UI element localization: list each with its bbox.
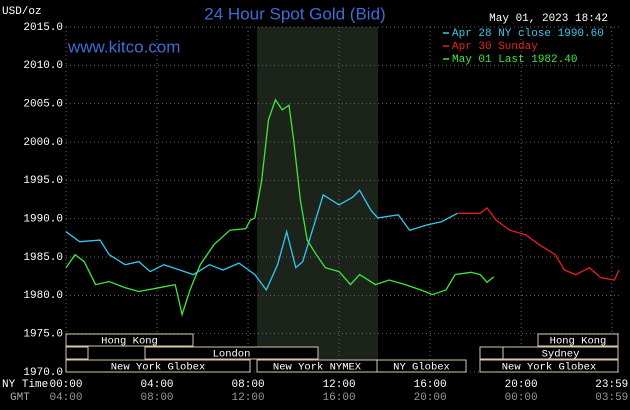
legend-label: May 01 Last 1982.40 bbox=[452, 54, 577, 66]
y-tick-label: 2005.0 bbox=[23, 99, 63, 111]
y-axis-label: USD/oz bbox=[2, 6, 42, 18]
timestamp: May 01, 2023 18:42 bbox=[489, 13, 608, 25]
y-tick-label: 2000.0 bbox=[23, 137, 63, 149]
y-tick-label: 1975.0 bbox=[23, 329, 63, 341]
series-line bbox=[457, 206, 620, 281]
site-label: www.kitco.com bbox=[67, 37, 180, 56]
session-label: Hong Kong bbox=[550, 335, 607, 347]
session-label: New York Globex bbox=[111, 361, 206, 373]
y-tick-label: 1970.0 bbox=[23, 367, 63, 379]
y-tick-label: 1995.0 bbox=[23, 175, 63, 187]
x2-tick-label: 16:00 bbox=[323, 392, 356, 404]
x-tick-label: 00:00 bbox=[49, 379, 82, 391]
session-label: New York Globex bbox=[502, 361, 597, 373]
x-axis-label: NY Time bbox=[2, 379, 48, 391]
session-box bbox=[479, 359, 619, 373]
session-box bbox=[502, 346, 619, 360]
x-tick-label: 23:59 bbox=[595, 379, 628, 391]
y-tick-label: 2010.0 bbox=[23, 60, 63, 72]
legend-label: Apr 28 NY close 1990.60 bbox=[452, 28, 604, 40]
session-box bbox=[65, 346, 89, 360]
legend-label: Apr 30 Sunday bbox=[452, 41, 538, 53]
session-box bbox=[376, 359, 467, 373]
x2-tick-label: 12:00 bbox=[232, 392, 265, 404]
x2-axis-label: GMT bbox=[10, 392, 30, 404]
session-box bbox=[144, 346, 319, 360]
session-label: London bbox=[213, 348, 251, 360]
x-tick-label: 04:00 bbox=[141, 379, 174, 391]
series-line bbox=[65, 189, 458, 292]
x2-tick-label: 00:00 bbox=[505, 392, 538, 404]
session-box bbox=[479, 346, 504, 360]
y-tick-label: 2015.0 bbox=[23, 22, 63, 34]
session-label: New York NYMEX bbox=[273, 361, 362, 373]
session-label: Sydney bbox=[542, 348, 580, 360]
chart-title: 24 Hour Spot Gold (Bid) bbox=[204, 4, 385, 23]
series-line bbox=[65, 98, 495, 317]
session-label: NY Globex bbox=[393, 361, 450, 373]
x2-tick-label: 03:59 bbox=[595, 392, 628, 404]
y-tick-label: 1990.0 bbox=[23, 214, 63, 226]
y-tick-label: 1985.0 bbox=[23, 252, 63, 264]
x2-tick-label: 08:00 bbox=[141, 392, 174, 404]
y-tick-label: 1980.0 bbox=[23, 290, 63, 302]
session-box bbox=[65, 333, 194, 347]
x2-tick-label: 20:00 bbox=[414, 392, 447, 404]
session-box bbox=[65, 359, 251, 373]
nymex-shading bbox=[257, 27, 378, 372]
x-tick-label: 08:00 bbox=[232, 379, 265, 391]
x-tick-label: 20:00 bbox=[505, 379, 538, 391]
x-tick-label: 16:00 bbox=[414, 379, 447, 391]
x2-tick-label: 04:00 bbox=[49, 392, 82, 404]
session-box bbox=[537, 333, 619, 347]
x-tick-label: 12:00 bbox=[323, 379, 356, 391]
session-label: Hong Kong bbox=[101, 335, 158, 347]
